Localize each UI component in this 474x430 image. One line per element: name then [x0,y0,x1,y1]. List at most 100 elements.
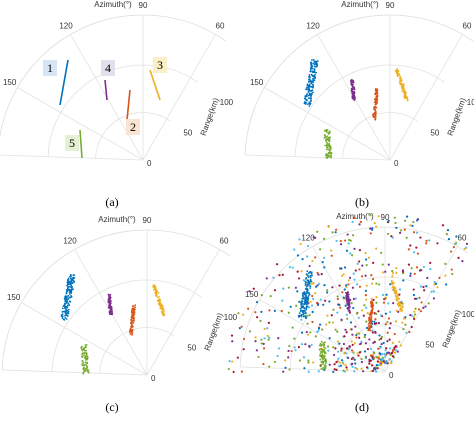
track-dot [308,83,311,86]
clutter-dot [382,360,385,363]
clutter-dot [391,355,395,358]
track-dot [346,294,349,297]
clutter-dot [436,286,439,289]
clutter-dot [391,236,394,239]
track-dot [87,371,90,374]
clutter-dot [350,349,354,352]
track-dot [399,308,402,310]
clutter-dot [236,356,239,359]
clutter-dot [240,325,243,328]
track-dot [326,153,329,156]
track [104,79,108,101]
track-dot [61,313,64,316]
clutter-dot [414,313,417,316]
clutter-dot [342,342,346,346]
clutter-dot [377,364,380,367]
clutter-dot [325,323,328,326]
track-dot [84,355,87,358]
clutter-dot [281,299,284,302]
track-dot [67,294,70,297]
clutter-dot [317,327,321,330]
track-dot [162,310,165,313]
clutter-dot [328,300,331,303]
clutter-dot [263,337,266,340]
clutter-dot [409,224,412,227]
clutter-dot [411,224,414,227]
track-dot [323,344,326,346]
clutter-dot [256,316,259,319]
clutter-dot [273,289,277,292]
clutter-dot [299,242,302,246]
clutter-dot [391,275,394,278]
clutter-dot [410,325,413,329]
track-dot [62,305,65,308]
clutter-dot [353,247,356,250]
track-dot [370,322,372,325]
clutter-dot [380,342,383,346]
track-dot [320,361,323,363]
clutter-dot [308,344,311,348]
track-dot [131,334,134,336]
track-dot [163,313,166,316]
track-dot [329,155,332,158]
track-dot [67,298,70,300]
track-dot [72,274,75,276]
clutter-dot [340,274,344,278]
azimuth-axis-label: Azimuth(°) [94,0,132,9]
clutter-dot [335,368,338,372]
track-dot [132,305,135,307]
track-label-box [126,119,140,135]
track-dot [347,309,350,312]
track-dot [153,286,156,289]
track-dot [298,312,301,315]
clutter-dot [240,370,244,373]
track-dot [86,368,89,371]
clutter-dot [331,321,335,324]
track-dot [312,58,315,61]
track-dot [313,63,316,66]
clutter-dot [353,370,356,373]
track-dot [315,61,318,63]
clutter-dot [297,277,301,280]
track-dot [85,349,87,352]
clutter-dot [300,318,303,321]
range-grid [337,324,413,371]
clutter-dot [390,235,393,238]
track-dot [397,69,400,72]
clutter-dot [259,319,262,322]
clutter-dot [268,336,271,339]
clutter-dot [342,362,345,365]
clutter-dot [342,296,345,299]
clutter-dot [385,361,388,364]
range-grid [289,276,440,369]
clutter-dot [347,283,350,286]
clutter-dot [365,320,368,323]
track-dot [67,286,70,288]
track-dot [323,133,326,136]
clutter-dot [336,340,340,343]
clutter-dot [260,310,263,313]
track-dot [110,308,113,311]
clutter-dot [372,261,375,264]
track-dot [162,307,165,310]
clutter-dot [338,284,341,287]
clutter-dot [445,233,448,236]
clutter-dot [314,285,318,288]
clutter-dot [438,276,441,279]
track-dot [350,88,353,91]
track-dot [370,324,372,327]
clutter-dot [291,266,294,269]
track-dot [324,358,327,361]
clutter-dot [454,242,458,245]
track-dot [66,279,69,282]
track-dot [368,322,371,325]
track-dot [311,80,314,83]
track-dot [306,274,309,277]
clutter-dot [348,347,351,350]
clutter-dot [384,323,387,326]
track-dot [369,301,372,303]
outer-arc [1,229,231,370]
clutter-dot [309,331,312,334]
clutter-dot [390,360,393,363]
track-dot [70,284,73,287]
